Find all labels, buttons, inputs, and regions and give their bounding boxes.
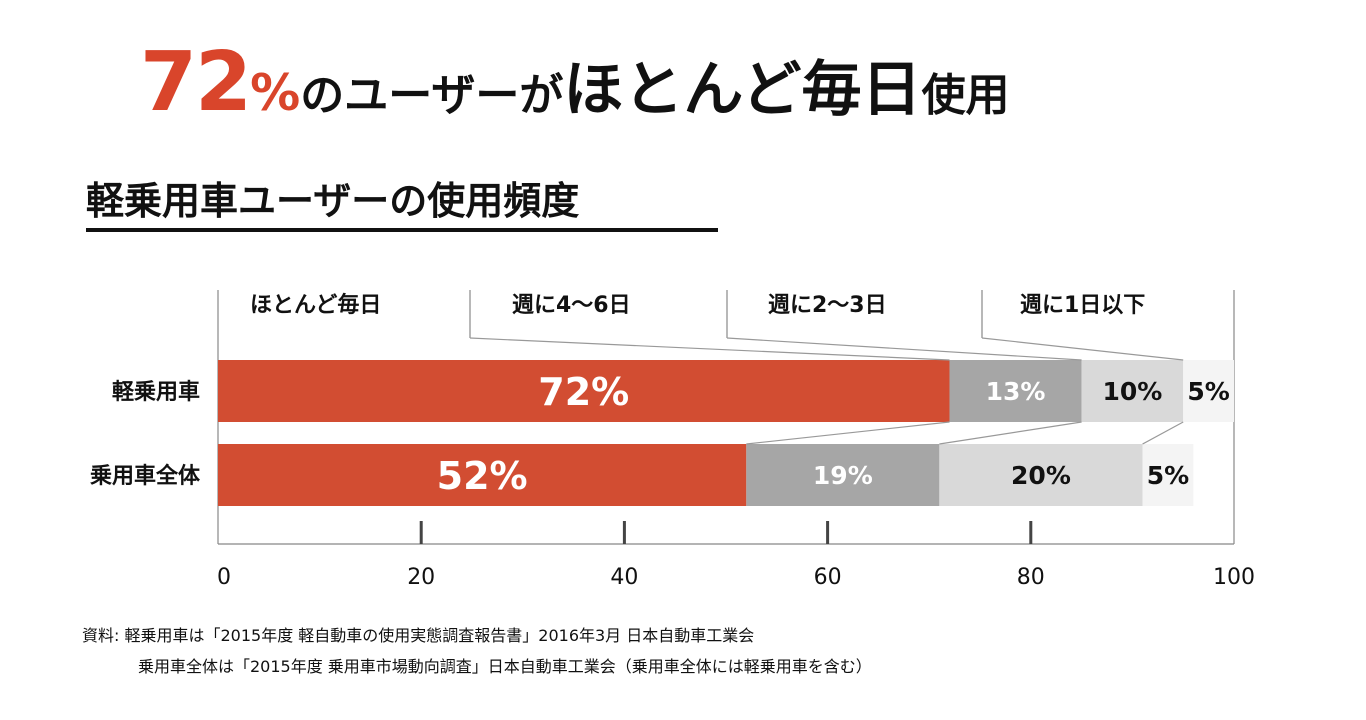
category-label-0: 軽乗用車 xyxy=(112,379,200,405)
legend-label-2: 週に2〜3日 xyxy=(768,293,887,318)
data-label-1-1: 19% xyxy=(813,461,873,490)
data-label-2-1: 20% xyxy=(1011,461,1071,490)
data-label-0-0: 72% xyxy=(538,370,629,414)
x-tick-label-20: 20 xyxy=(407,565,435,590)
data-label-1-0: 13% xyxy=(986,377,1046,406)
legend-guide-line-2 xyxy=(981,337,1184,361)
x-tick-label-80: 80 xyxy=(1017,565,1045,590)
legend-label-0: ほとんど毎日 xyxy=(250,293,381,318)
headline-percent: 72 xyxy=(140,35,252,130)
legend-label-1: 週に4〜6日 xyxy=(512,293,631,318)
bar-segment-0-0 xyxy=(218,360,950,422)
data-label-0-1: 52% xyxy=(437,454,528,498)
bar-segment-1-1 xyxy=(746,444,940,506)
headline-percent-sign: % xyxy=(250,64,301,122)
headline-text-1: のユーザーが xyxy=(300,70,564,121)
bar-segment-3-0 xyxy=(1183,360,1234,422)
category-label-1: 乗用車全体 xyxy=(90,463,201,489)
connector-line-1 xyxy=(939,421,1082,445)
x-tick-label-60: 60 xyxy=(814,565,842,590)
bar-segment-2-1 xyxy=(939,444,1143,506)
data-label-2-0: 10% xyxy=(1102,377,1162,406)
x-tick-label-40: 40 xyxy=(610,565,638,590)
headline: 72%のユーザーがほとんど毎日使用 xyxy=(140,42,1010,124)
subtitle-underline xyxy=(86,228,718,232)
bar-segment-0-1 xyxy=(218,444,747,506)
bar-segment-3-1 xyxy=(1142,444,1194,506)
legend-guide-line-0 xyxy=(469,337,950,361)
bar-segment-2-0 xyxy=(1081,360,1184,422)
bar-segment-1-0 xyxy=(949,360,1082,422)
source-note-line-1: 資料: 軽乗用車は「2015年度 軽自動車の使用実態調査報告書」2016年3月 … xyxy=(82,626,755,645)
legend-label-3: 週に1日以下 xyxy=(1020,293,1145,318)
data-label-3-0: 5% xyxy=(1187,377,1229,406)
data-label-3-1: 5% xyxy=(1147,461,1189,490)
source-note-line-2: 乗用車全体は「2015年度 乗用車市場動向調査」日本自動車工業会（乗用車全体には… xyxy=(138,657,872,676)
x-tick-label-100: 100 xyxy=(1213,565,1255,590)
headline-text-2: ほとんど毎日 xyxy=(563,55,922,125)
headline-text-3: 使用 xyxy=(921,70,1010,121)
chart-subtitle: 軽乗用車ユーザーの使用頻度 xyxy=(86,179,580,223)
legend-guide-line-1 xyxy=(726,337,1082,361)
x-tick-label-0: 0 xyxy=(217,565,231,590)
connector-line-2 xyxy=(1142,421,1184,445)
connector-line-0 xyxy=(746,421,950,445)
